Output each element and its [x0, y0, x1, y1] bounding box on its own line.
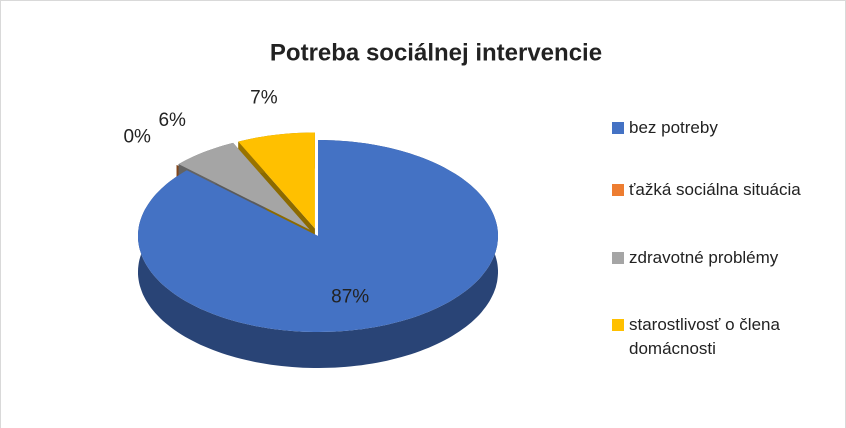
- legend-entry: bez potreby: [612, 116, 827, 140]
- data-label: 7%: [250, 88, 278, 109]
- legend-label: ťažká sociálna situácia: [629, 180, 801, 199]
- legend-label: zdravotné problémy: [629, 248, 779, 267]
- legend-swatch: [612, 184, 624, 196]
- legend-swatch: [612, 122, 624, 134]
- slice: [138, 140, 498, 332]
- legend-swatch: [612, 319, 624, 331]
- legend-swatch: [612, 252, 624, 264]
- chart-title: Potreba sociálnej intervencie: [270, 39, 602, 66]
- legend-label: bez potreby: [629, 118, 718, 137]
- slice: [238, 132, 315, 229]
- data-label: 6%: [158, 110, 186, 131]
- slice: [178, 142, 310, 230]
- legend-entry: starostlivosť o člena domácnosti: [612, 313, 827, 361]
- data-label: 87%: [331, 287, 369, 308]
- data-label: 0%: [123, 126, 151, 147]
- legend-label: starostlivosť o člena domácnosti: [629, 315, 780, 358]
- legend-entry: ťažká sociálna situácia: [612, 178, 827, 202]
- legend-entry: zdravotné problémy: [612, 246, 827, 270]
